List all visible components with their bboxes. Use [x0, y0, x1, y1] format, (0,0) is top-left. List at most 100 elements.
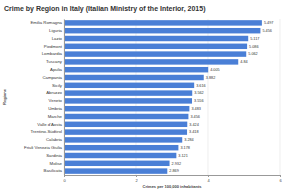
tick: Tuscany: [46, 59, 64, 64]
tick: Veneto: [49, 98, 64, 103]
tick-label: Friuli Venezia Giulia: [24, 145, 63, 150]
data-label: 3.284: [184, 138, 194, 142]
tick: Marche: [48, 114, 64, 119]
tick-label: Sicily: [52, 83, 63, 88]
tick-label: Calabria: [46, 137, 63, 142]
data-labels: 5.4975.4565.1175.0865.0624.844.0053.8823…: [169, 21, 273, 173]
grid-line: [136, 19, 137, 175]
data-label: 2.932: [172, 162, 182, 166]
grid-line: [208, 19, 209, 175]
tick-mark: [136, 175, 137, 177]
tick-label: Liguria: [49, 28, 63, 33]
tick: Abruzzo: [46, 90, 64, 95]
tick: Umbria: [48, 106, 64, 111]
data-label: 3.456: [190, 115, 200, 119]
tick-label: Emilia Romagna: [30, 20, 62, 25]
bar: [64, 106, 189, 111]
data-label: 4.84: [240, 60, 247, 64]
bar: [64, 83, 194, 88]
bar: [64, 145, 178, 150]
title: Crime by Region in Italy (Italian Minist…: [4, 5, 206, 13]
tick: 0: [63, 175, 66, 183]
tick-label: Lazio: [52, 36, 63, 41]
x-axis: 0 2 4 6: [63, 175, 282, 183]
tick-label: 0: [63, 178, 66, 183]
tick: Apulia: [50, 67, 64, 72]
tick: Sardinia: [46, 153, 64, 158]
tick: 2: [135, 175, 138, 183]
bar: [64, 51, 246, 56]
bar: [64, 137, 182, 142]
bar: [64, 59, 238, 64]
data-label: 4.005: [210, 68, 220, 72]
tick-label: Molise: [50, 161, 63, 166]
tick-label: Piedmont: [44, 44, 63, 49]
data-label: 5.497: [264, 21, 274, 25]
bar: [64, 153, 176, 158]
tick-label: Abruzzo: [46, 90, 62, 95]
bar: [64, 28, 260, 33]
tick: 6: [279, 175, 282, 183]
bar: [64, 129, 187, 134]
tick: Emilia Romagna: [30, 20, 64, 25]
tick: Calabria: [46, 137, 64, 142]
tick-label: Valle d'Aosta: [37, 122, 62, 127]
bar: [64, 90, 192, 95]
data-label: 3.121: [178, 154, 188, 158]
data-label: 3.556: [194, 99, 204, 103]
bars: [64, 20, 262, 174]
bar: [64, 114, 188, 119]
tick: Trentino-Südtirol: [30, 129, 64, 134]
y-axis-title: Regione: [2, 88, 7, 105]
tick: Lombardia: [42, 51, 64, 56]
tick-label: Marche: [48, 114, 63, 119]
tick-label: 6: [279, 178, 282, 183]
data-label: 5.062: [248, 52, 258, 56]
bar: [64, 20, 262, 25]
bar: [64, 168, 167, 173]
tick-label: Campania: [42, 75, 62, 80]
data-label: 3.562: [194, 91, 204, 95]
data-label: 3.418: [189, 130, 199, 134]
tick-label: Umbria: [48, 106, 62, 111]
bar: [64, 44, 247, 49]
tick: Campania: [42, 75, 64, 80]
tick: Piedmont: [44, 44, 64, 49]
data-label: 5.117: [250, 37, 259, 41]
tick-label: Veneto: [49, 98, 63, 103]
tick-label: Sardinia: [46, 153, 62, 158]
tick-mark: [208, 175, 209, 177]
tick: Liguria: [49, 28, 64, 33]
tick-label: 2: [135, 178, 138, 183]
axis-line: [65, 176, 281, 178]
tick: Lazio: [52, 36, 64, 41]
tick-label: Basilicata: [44, 168, 63, 173]
bar: [64, 67, 208, 72]
data-label: 3.178: [180, 146, 190, 150]
tick-label: Lombardia: [42, 51, 63, 56]
bar: [64, 98, 192, 103]
x-axis-title: Crimes per 100,000 inhabitants: [143, 184, 203, 189]
grid-line: [64, 19, 65, 175]
tick-label: Tuscany: [46, 59, 63, 64]
grid: [64, 19, 280, 175]
grid-line: [280, 19, 281, 175]
bar: [64, 122, 187, 127]
bar: [64, 161, 170, 166]
tick: 4: [207, 175, 210, 183]
data-label: 3.882: [206, 76, 216, 80]
data-label: 3.424: [189, 123, 199, 127]
y-axis: Emilia Romagna Liguria Lazio Piedmont Lombar…: [24, 20, 64, 176]
data-label: 3.616: [196, 84, 206, 88]
plot: 5.4975.4565.1175.0865.0624.844.0053.8823…: [24, 19, 282, 183]
tick-label: 4: [207, 178, 210, 183]
tick: Friuli Venezia Giulia: [24, 145, 64, 150]
bar: [64, 75, 204, 80]
tick: Sicily: [52, 83, 64, 88]
tick-label: Trentino-Südtirol: [30, 129, 62, 134]
chart: 5.4975.4565.1175.0865.0624.844.0053.8823…: [0, 0, 300, 191]
tick-label: Apulia: [50, 67, 63, 72]
tick: Valle d'Aosta: [37, 122, 64, 127]
bar: [64, 36, 248, 41]
data-label: 5.456: [262, 29, 272, 33]
